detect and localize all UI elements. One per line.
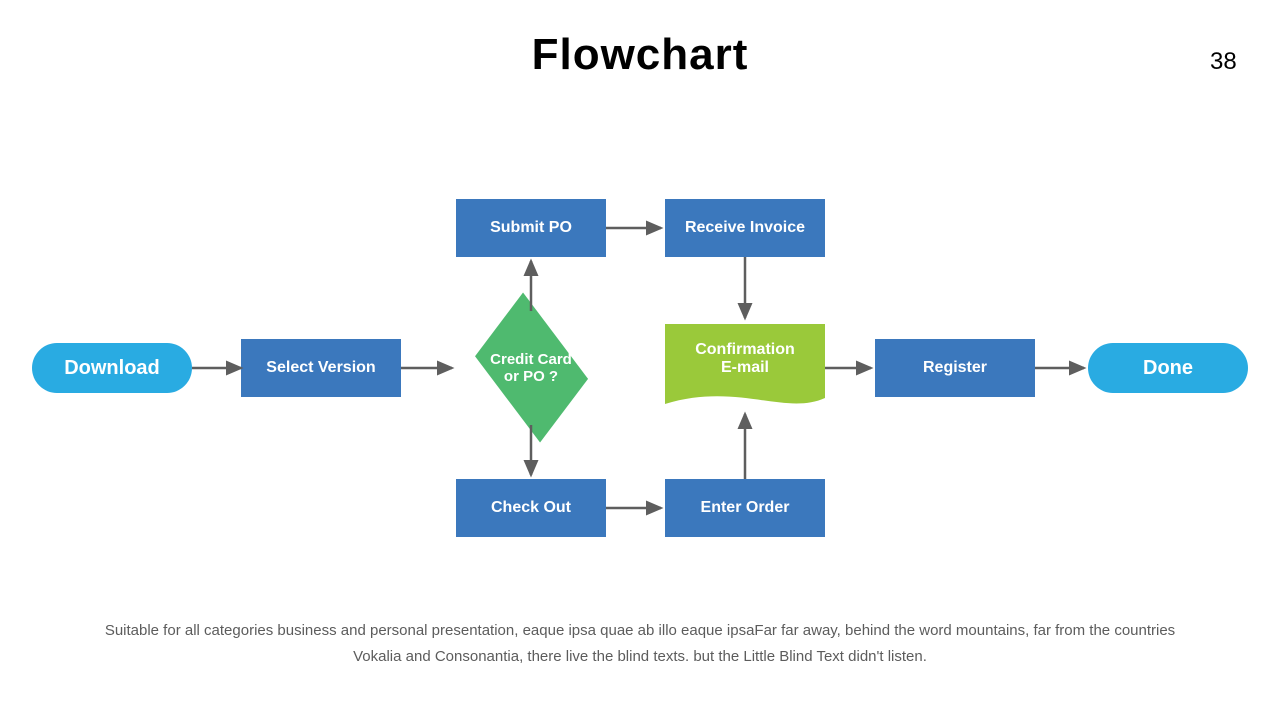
page-number: 38 bbox=[1210, 48, 1237, 76]
node-download: Download bbox=[32, 343, 192, 393]
node-label-submitpo: Submit PO bbox=[484, 219, 578, 237]
node-label-register: Register bbox=[917, 359, 993, 377]
node-select: Select Version bbox=[241, 339, 401, 397]
node-decision: Credit Card or PO ? bbox=[456, 313, 606, 423]
node-label-select: Select Version bbox=[260, 359, 381, 377]
slide-stage: Flowchart 38 Download Select Version Credi… bbox=[0, 0, 1280, 720]
node-checkout: Check Out bbox=[456, 479, 606, 537]
node-label-download: Download bbox=[58, 357, 166, 380]
node-label-checkout: Check Out bbox=[485, 499, 577, 517]
node-label-decision: Credit Card or PO ? bbox=[456, 313, 606, 423]
node-label-enterorder: Enter Order bbox=[695, 499, 796, 517]
slide-caption: Suitable for all categories business and… bbox=[100, 618, 1180, 670]
slide-title: Flowchart bbox=[0, 30, 1280, 80]
node-done: Done bbox=[1088, 343, 1248, 393]
node-register: Register bbox=[875, 339, 1035, 397]
node-submitpo: Submit PO bbox=[456, 199, 606, 257]
node-invoice: Receive Invoice bbox=[665, 199, 825, 257]
node-label-confirm: Confirmation E-mail bbox=[665, 324, 825, 394]
node-label-done: Done bbox=[1137, 357, 1199, 380]
node-enterorder: Enter Order bbox=[665, 479, 825, 537]
node-label-invoice: Receive Invoice bbox=[679, 219, 811, 237]
